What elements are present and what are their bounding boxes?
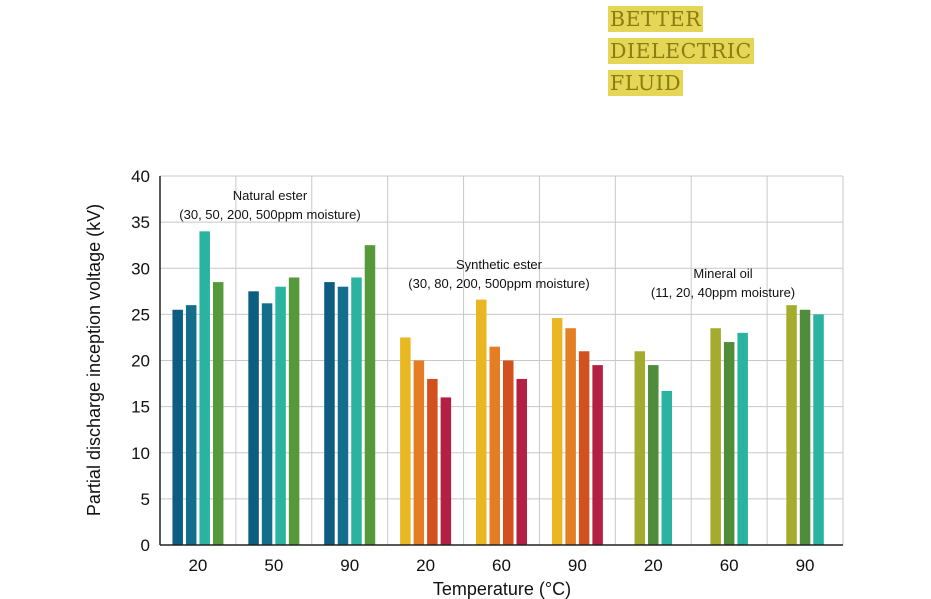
x-tick-label: 50: [264, 556, 283, 575]
y-tick-label: 15: [131, 398, 150, 417]
bar: [351, 277, 362, 545]
group-label-moisture: (11, 20, 40ppm moisture): [651, 285, 795, 300]
bar: [337, 286, 349, 545]
x-tick-label: 20: [416, 556, 435, 575]
bar: [516, 378, 527, 545]
bar: [288, 277, 300, 545]
bar: [578, 351, 590, 545]
headline-line-3: FLUID: [608, 70, 684, 96]
y-tick-labels: 0 5 10 15 20 25 30 35 40: [131, 167, 150, 555]
group-labels: Natural ester (30, 50, 200, 500ppm moistu…: [179, 188, 795, 300]
y-tick-label: 20: [131, 352, 150, 371]
bar: [565, 328, 576, 545]
x-axis-title: Temperature (°C): [433, 579, 571, 599]
bar: [275, 286, 286, 545]
bar: [261, 303, 273, 545]
bar: [212, 282, 224, 545]
headline-line-2: DIELECTRIC: [608, 38, 754, 64]
x-tick-label: 90: [796, 556, 815, 575]
bar: [648, 365, 659, 545]
bar: [503, 360, 514, 545]
headline: BETTER DIELECTRIC FLUID: [608, 6, 778, 102]
bar: [661, 390, 673, 545]
group-label-name: Mineral oil: [693, 266, 752, 281]
headline-line-1: BETTER: [608, 6, 704, 32]
y-tick-label: 30: [131, 259, 150, 278]
bar: [799, 309, 811, 545]
bar: [592, 365, 603, 545]
x-tick-label: 20: [188, 556, 207, 575]
bar: [324, 282, 335, 545]
y-tick-label: 0: [141, 536, 150, 555]
bar: [489, 346, 500, 545]
bar: [710, 328, 721, 545]
x-tick-label: 20: [644, 556, 663, 575]
x-tick-label: 60: [492, 556, 511, 575]
y-tick-label: 5: [141, 490, 150, 509]
bar: [413, 360, 425, 545]
bar: [634, 351, 646, 545]
bar: [723, 342, 735, 545]
group-label-moisture: (30, 80, 200, 500ppm moisture): [408, 276, 589, 291]
bar: [813, 314, 824, 545]
y-tick-label: 40: [131, 167, 150, 186]
y-tick-label: 35: [131, 213, 150, 232]
group-label-name: Natural ester: [233, 188, 308, 203]
bar: [199, 231, 210, 545]
x-tick-labels: 20 50 90 20 60 90 20 60 90: [188, 556, 814, 575]
x-tick-label: 90: [340, 556, 359, 575]
x-tick-label: 60: [720, 556, 739, 575]
bars: [172, 231, 824, 545]
bar: [185, 305, 197, 545]
bar: [248, 291, 259, 545]
bar: [364, 245, 376, 545]
y-axis-title: Partial discharge inception voltage (kV): [84, 204, 104, 516]
bar: [400, 337, 411, 545]
bar: [172, 309, 183, 545]
bar: [786, 305, 797, 545]
x-tick-label: 90: [568, 556, 587, 575]
group-label-name: Synthetic ester: [456, 257, 543, 272]
y-tick-label: 25: [131, 305, 150, 324]
group-label-moisture: (30, 50, 200, 500ppm moisture): [179, 207, 360, 222]
bar: [427, 378, 438, 545]
bar: [551, 318, 563, 545]
bar: [476, 299, 487, 545]
bar: [440, 397, 452, 545]
y-tick-label: 10: [131, 444, 150, 463]
bar: [737, 332, 748, 545]
